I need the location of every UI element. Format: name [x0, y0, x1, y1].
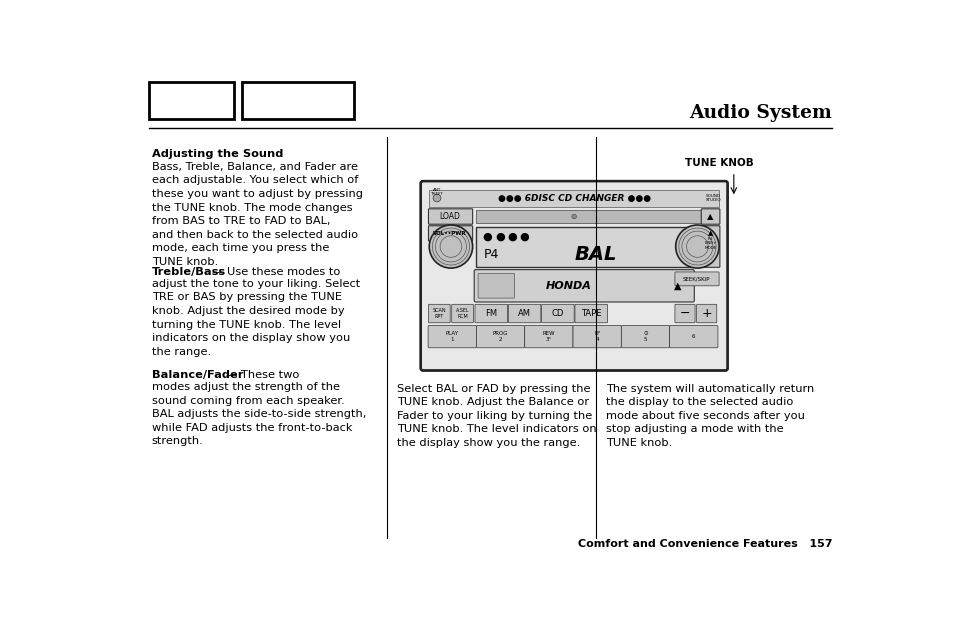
Text: LOAD: LOAD [439, 212, 460, 221]
FancyBboxPatch shape [700, 209, 720, 224]
Text: Bass, Treble, Balance, and Fader are
each adjustable. You select which of
these : Bass, Treble, Balance, and Fader are eac… [152, 162, 362, 267]
Bar [476, 210, 707, 224]
FancyBboxPatch shape [508, 304, 540, 323]
FancyBboxPatch shape [477, 273, 514, 298]
Text: ●: ● [495, 232, 504, 241]
Text: TUNE KNOB: TUNE KNOB [685, 158, 754, 168]
FancyBboxPatch shape [474, 270, 694, 302]
Text: — These two: — These two [226, 370, 299, 380]
Text: PROG
2: PROG 2 [493, 331, 508, 342]
FancyBboxPatch shape [428, 209, 472, 224]
Text: The system will automatically return
the display to the selected audio
mode abou: The system will automatically return the… [605, 384, 813, 448]
FancyBboxPatch shape [696, 304, 716, 323]
Text: ▲: ▲ [707, 230, 713, 236]
Text: ▲: ▲ [673, 281, 680, 291]
Text: A.SEL
RCM: A.SEL RCM [456, 308, 469, 319]
Text: ⊙
5: ⊙ 5 [642, 331, 647, 342]
Text: Comfort and Convenience Features   157: Comfort and Convenience Features 157 [578, 539, 831, 549]
FancyBboxPatch shape [420, 181, 727, 370]
FancyBboxPatch shape [524, 326, 573, 348]
Text: FU
LINE+
MODE: FU LINE+ MODE [703, 236, 716, 250]
FancyBboxPatch shape [476, 326, 524, 348]
Text: Treble/Bass: Treble/Bass [152, 266, 226, 277]
Text: ●: ● [519, 232, 529, 241]
Text: — Use these modes to: — Use these modes to [212, 266, 340, 277]
FancyBboxPatch shape [620, 326, 669, 348]
Text: +: + [700, 307, 711, 320]
Text: ●: ● [507, 232, 517, 241]
Text: HONDA: HONDA [545, 281, 591, 291]
Text: Balance/Fader: Balance/Fader [152, 370, 243, 380]
FancyBboxPatch shape [541, 304, 574, 323]
Text: Select BAL or FAD by pressing the
TUNE knob. Adjust the Balance or
Fader to your: Select BAL or FAD by pressing the TUNE k… [396, 384, 596, 448]
Text: Audio System: Audio System [689, 104, 831, 122]
Text: ●●● 6DISC CD CHANGER ●●●: ●●● 6DISC CD CHANGER ●●● [497, 193, 650, 202]
Text: SOUND
STUDIO: SOUND STUDIO [705, 194, 720, 202]
Circle shape [571, 214, 576, 219]
Text: FF
4: FF 4 [594, 331, 599, 342]
Text: adjust the tone to your liking. Select
TRE or BAS by pressing the TUNE
knob. Adj: adjust the tone to your liking. Select T… [152, 279, 359, 357]
Bar [429, 190, 719, 207]
Text: BAL: BAL [574, 244, 617, 264]
Text: REW
3°: REW 3° [542, 331, 555, 342]
Text: TAPE: TAPE [580, 309, 600, 318]
FancyBboxPatch shape [428, 226, 472, 241]
Text: −: − [679, 307, 690, 320]
Text: PLAY
1: PLAY 1 [445, 331, 458, 342]
Text: AM: AM [517, 309, 531, 318]
Circle shape [675, 225, 719, 268]
Bar [149, 82, 233, 118]
Bar [241, 82, 354, 118]
Text: modes adjust the strength of the
sound coming from each speaker.
BAL adjusts the: modes adjust the strength of the sound c… [152, 382, 366, 447]
FancyBboxPatch shape [573, 326, 620, 348]
Text: 6: 6 [691, 334, 695, 339]
Bar [476, 227, 692, 266]
FancyBboxPatch shape [575, 304, 607, 323]
Text: P4: P4 [483, 248, 498, 261]
Text: FM: FM [485, 309, 497, 318]
FancyBboxPatch shape [674, 272, 719, 286]
FancyBboxPatch shape [452, 304, 473, 323]
Text: ●: ● [482, 232, 492, 241]
Text: ▲: ▲ [706, 212, 713, 221]
Text: VOL••PWR: VOL••PWR [433, 231, 467, 236]
Text: SEEK/SKIP: SEEK/SKIP [682, 277, 710, 282]
Text: SCAN
RPT: SCAN RPT [432, 308, 446, 319]
Circle shape [429, 225, 472, 268]
FancyBboxPatch shape [669, 326, 718, 348]
FancyBboxPatch shape [475, 304, 507, 323]
Text: ANT
THEFT: ANT THEFT [430, 188, 443, 196]
FancyBboxPatch shape [700, 226, 720, 267]
Text: Adjusting the Sound: Adjusting the Sound [152, 149, 283, 159]
FancyBboxPatch shape [428, 326, 476, 348]
FancyBboxPatch shape [674, 304, 695, 323]
FancyBboxPatch shape [428, 304, 450, 323]
Text: CD: CD [551, 309, 563, 318]
Circle shape [433, 194, 440, 202]
